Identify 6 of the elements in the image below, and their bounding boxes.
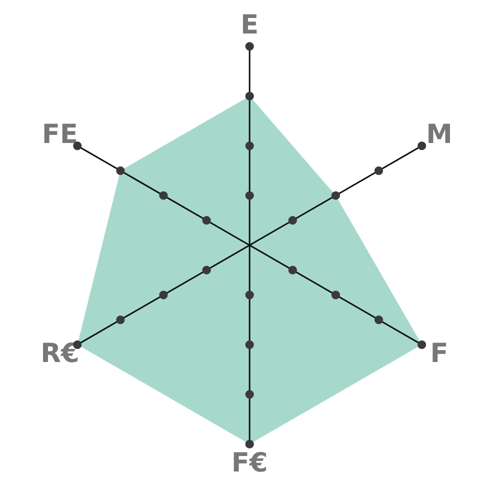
spoke-label: F [432, 342, 446, 362]
spoke-label: M [428, 124, 450, 143]
spoke-label: R€ [43, 342, 78, 362]
spoke-label: E [243, 14, 257, 34]
spoke-label: FE [44, 124, 76, 143]
spoke-label: F€ [234, 452, 266, 472]
